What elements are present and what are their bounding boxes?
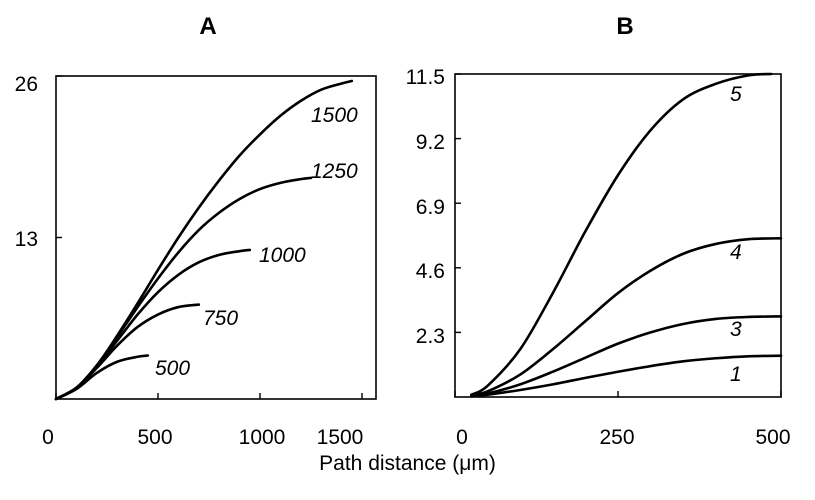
panel-a-curve-label-500: 500 (155, 357, 190, 380)
panel-a-curve-label-1250: 1250 (311, 160, 358, 183)
x-axis-label: Path distance (μm) (319, 452, 496, 475)
panel-a-y-tick-26: 26 (15, 73, 38, 96)
panel-b: B 0 250 500 2.3 4.6 6.9 9.2 11.5 5 4 3 1 (406, 13, 791, 449)
panel-a: A 0 500 1000 1500 13 26 500 750 1000 125… (15, 13, 377, 449)
panel-a-x-tick-1000: 1000 (239, 426, 286, 449)
panel-b-curve-label-1: 1 (730, 363, 742, 386)
panel-b-ticks (454, 73, 782, 397)
panel-b-series-5 (470, 72, 773, 397)
panel-b-curve-label-3: 3 (730, 318, 742, 341)
panel-a-x-tick-0: 0 (42, 426, 54, 449)
panel-a-curve-label-1500: 1500 (311, 104, 358, 127)
panel-a-curve-label-1000: 1000 (259, 244, 306, 267)
panel-a-curve-label-750: 750 (203, 307, 238, 330)
panel-b-curve-label-5: 5 (730, 83, 742, 106)
panel-a-x-tick-500: 500 (137, 426, 172, 449)
panel-b-y-tick-4.6: 4.6 (416, 260, 445, 283)
panel-b-y-tick-6.9: 6.9 (416, 196, 445, 219)
panel-b-series-4 (470, 237, 783, 397)
panel-b-y-tick-9.2: 9.2 (416, 131, 445, 154)
panel-b-y-tick-2.3: 2.3 (416, 325, 445, 348)
panel-b-x-tick-250: 250 (599, 426, 634, 449)
panel-a-curves (54, 79, 354, 401)
panel-b-y-tick-11.5: 11.5 (406, 66, 445, 89)
panel-b-plot-frame (454, 73, 782, 398)
panel-b-x-tick-500: 500 (755, 426, 790, 449)
panel-b-curves (470, 72, 783, 398)
panel-a-y-tick-13: 13 (15, 228, 38, 251)
panel-a-series-1500 (54, 79, 354, 401)
panel-a-ticks (55, 75, 363, 399)
panel-b-curve-label-4: 4 (730, 241, 742, 264)
panel-a-title: A (199, 13, 216, 40)
panel-a-x-tick-1500: 1500 (317, 426, 364, 449)
panel-b-series-1 (470, 354, 783, 398)
panel-b-series-3 (470, 315, 783, 398)
panel-b-title: B (616, 13, 633, 40)
panel-b-x-tick-0: 0 (456, 426, 468, 449)
